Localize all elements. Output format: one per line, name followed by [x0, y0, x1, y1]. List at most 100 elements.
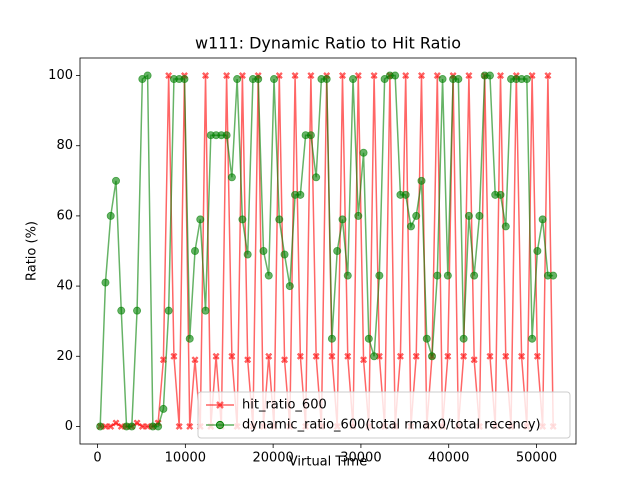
marker — [412, 352, 420, 360]
marker — [443, 271, 452, 280]
marker — [159, 404, 168, 413]
marker — [344, 352, 352, 360]
marker — [465, 71, 473, 80]
y-tick-label: 80 — [56, 138, 73, 153]
marker — [360, 356, 368, 364]
marker — [327, 334, 336, 343]
y-tick-label: 40 — [56, 279, 73, 294]
marker — [275, 215, 284, 224]
marker — [502, 352, 510, 360]
marker — [396, 352, 404, 360]
marker — [328, 352, 336, 360]
marker — [533, 246, 542, 255]
marker — [127, 422, 136, 431]
marker — [259, 246, 268, 255]
marker — [475, 211, 484, 220]
x-tick-label: 50000 — [516, 451, 557, 466]
marker — [244, 356, 252, 364]
marker — [528, 334, 537, 343]
marker — [107, 422, 115, 431]
x-axis-label: Virtual Time — [289, 455, 367, 470]
marker — [312, 352, 320, 360]
chart-title: w111: Dynamic Ratio to Hit Ratio — [195, 34, 461, 53]
marker — [222, 131, 231, 140]
marker — [223, 71, 231, 80]
marker — [433, 271, 442, 280]
marker — [438, 75, 447, 84]
x-tick-label: 0 — [93, 451, 101, 466]
marker — [180, 75, 189, 84]
marker — [291, 71, 299, 80]
marker — [417, 176, 426, 185]
marker — [406, 222, 415, 231]
y-tick-label: 60 — [56, 208, 73, 223]
marker — [338, 215, 347, 224]
marker — [306, 131, 315, 140]
marker — [280, 356, 289, 364]
marker — [285, 282, 294, 291]
legend-marker — [216, 401, 224, 409]
x-tick-label: 20000 — [252, 451, 293, 466]
marker — [391, 71, 400, 80]
marker — [422, 334, 431, 343]
marker — [444, 352, 452, 360]
y-tick-label: 0 — [65, 419, 73, 434]
marker — [196, 215, 205, 224]
marker — [296, 190, 305, 199]
marker — [417, 71, 426, 80]
marker — [264, 271, 273, 280]
plot-frame — [79, 57, 577, 445]
legend-label: dynamic_ratio_600(total rmax0/total rece… — [242, 418, 541, 433]
x-tick-label: 40000 — [428, 451, 469, 466]
marker — [164, 306, 173, 315]
marker — [117, 306, 126, 315]
marker — [333, 246, 342, 255]
marker — [375, 271, 384, 280]
marker — [265, 352, 273, 360]
marker — [96, 422, 105, 431]
marker — [359, 148, 368, 157]
x-tick-label: 10000 — [165, 451, 206, 466]
marker — [501, 222, 510, 231]
marker — [201, 306, 210, 315]
y-tick-label: 20 — [56, 349, 73, 364]
marker — [343, 271, 352, 280]
marker — [322, 75, 331, 84]
marker — [459, 334, 468, 343]
y-axis-label: Ratio (%) — [25, 221, 40, 281]
marker — [544, 71, 552, 80]
marker — [533, 352, 541, 360]
marker — [201, 71, 210, 80]
marker — [280, 250, 289, 259]
marker — [270, 75, 279, 84]
marker — [549, 271, 558, 280]
legend-label: hit_ratio_600 — [242, 398, 327, 413]
marker — [518, 352, 526, 360]
marker — [402, 71, 410, 80]
marker — [228, 352, 236, 360]
marker — [454, 75, 463, 84]
marker — [364, 334, 373, 343]
marker — [238, 215, 247, 224]
marker — [464, 211, 473, 220]
marker — [191, 356, 199, 364]
legend-box — [197, 391, 571, 439]
marker — [486, 352, 494, 360]
marker — [349, 75, 358, 84]
marker — [522, 75, 531, 84]
marker — [212, 352, 220, 360]
marker — [133, 306, 142, 315]
marker — [401, 190, 410, 199]
legend-marker — [215, 420, 225, 430]
marker — [338, 71, 347, 80]
marker — [296, 352, 304, 360]
marker — [496, 190, 505, 199]
marker — [496, 71, 505, 80]
marker — [185, 334, 194, 343]
marker — [106, 211, 115, 220]
marker — [470, 271, 479, 280]
marker — [227, 173, 236, 182]
marker — [254, 75, 263, 84]
x-tick-label: 30000 — [340, 451, 381, 466]
